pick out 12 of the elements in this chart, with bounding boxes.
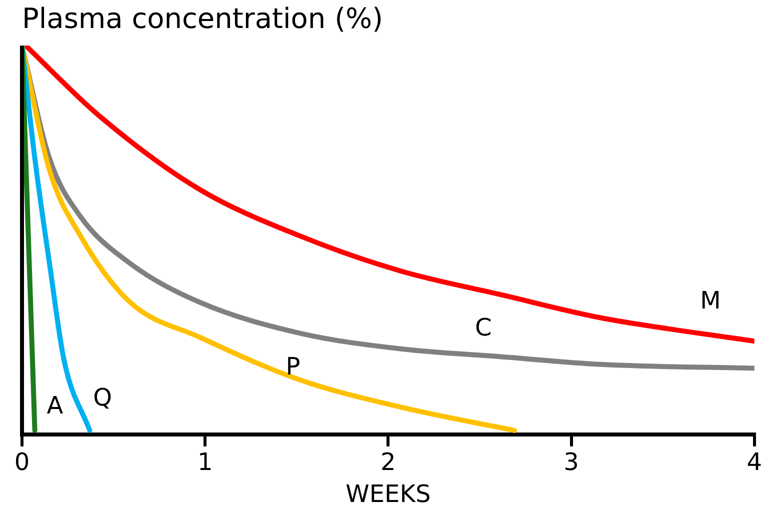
chart-title: Plasma concentration (%): [22, 2, 384, 36]
series-label: Q: [93, 384, 112, 412]
x-tick-label: 4: [746, 448, 762, 476]
x-axis-title: WEEKS: [346, 480, 431, 508]
series-label: A: [46, 391, 64, 420]
series-label: M: [700, 286, 721, 314]
x-tick-label: 0: [14, 448, 30, 476]
series-label: P: [286, 352, 300, 381]
series-label: C: [475, 314, 492, 342]
x-tick-label: 2: [380, 448, 396, 476]
x-tick-label: 1: [197, 448, 213, 476]
x-tick-label: 3: [564, 448, 579, 476]
